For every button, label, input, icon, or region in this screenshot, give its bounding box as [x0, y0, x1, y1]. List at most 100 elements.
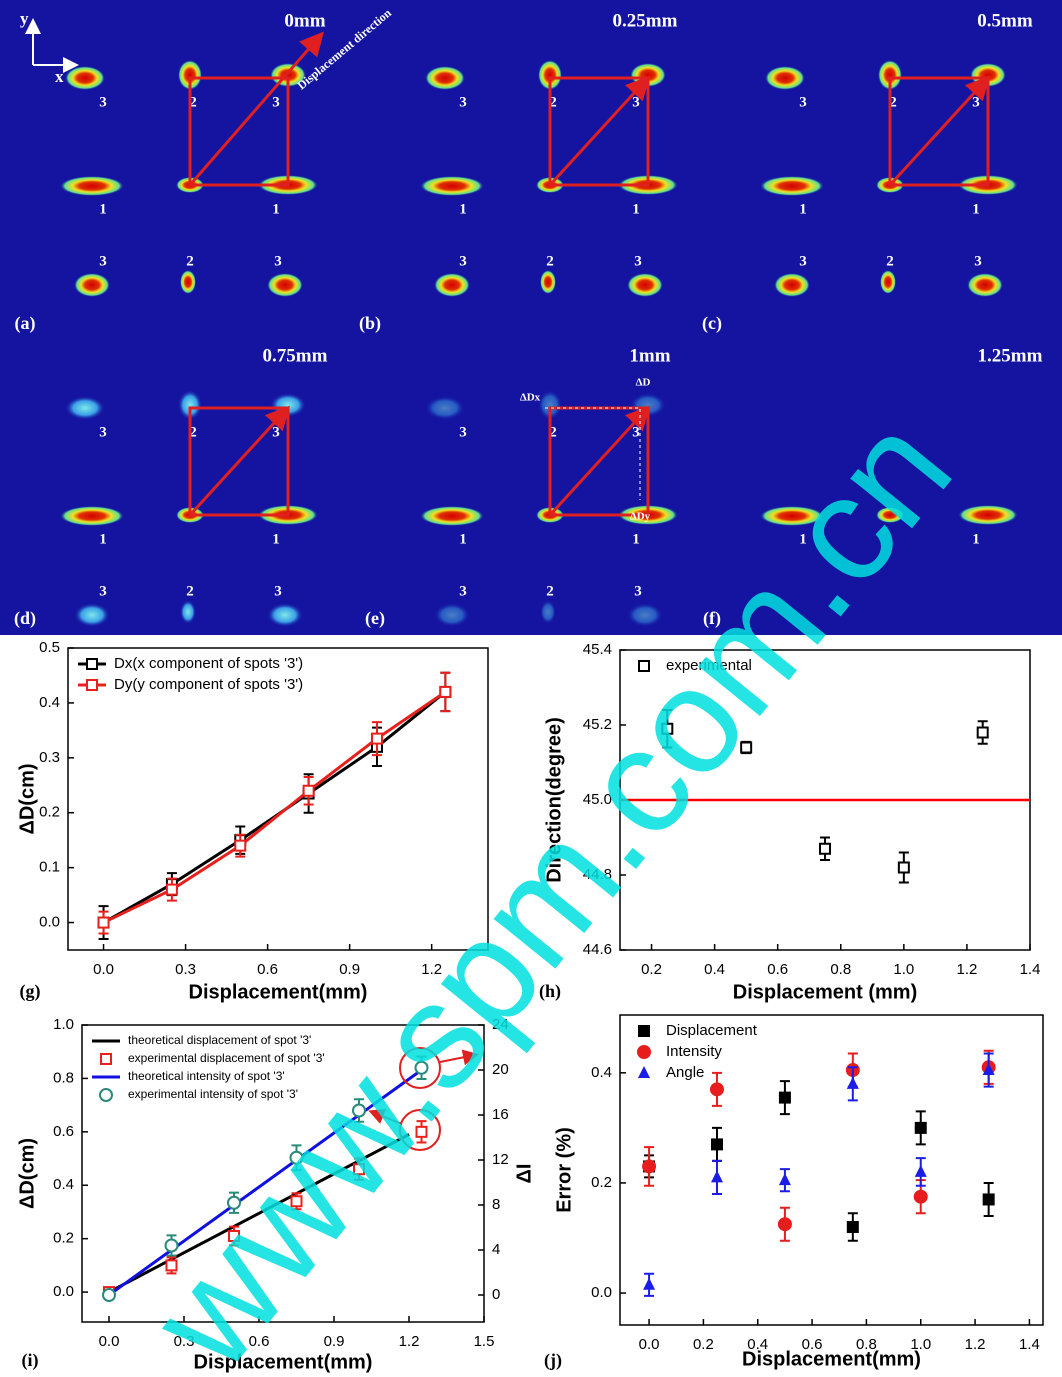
- y2-tick-label: 4: [492, 1241, 500, 1258]
- spot-label: 1: [632, 201, 640, 217]
- x-tick-label: 1.4: [1020, 961, 1041, 978]
- axis-label: x: [55, 67, 64, 86]
- panel-label: (a): [15, 313, 36, 334]
- y-axis-label: ΔD(cm): [16, 763, 38, 834]
- spot-label: 3: [459, 94, 467, 110]
- x-tick-label: 0.6: [257, 961, 278, 978]
- spot-label: 3: [799, 94, 807, 110]
- legend-label: theoretical displacement of spot '3': [128, 1033, 311, 1047]
- marker: [99, 918, 109, 928]
- spot-label: 1: [459, 201, 467, 217]
- marker: [304, 786, 314, 796]
- y-tick-label: 0.2: [53, 1230, 74, 1247]
- marker: [100, 1089, 112, 1101]
- plot-frame: [68, 648, 488, 950]
- marker: [101, 1054, 111, 1064]
- delta-label: ΔDx: [520, 392, 541, 404]
- x-tick-label: 1.4: [1019, 1336, 1040, 1353]
- light-spot: [425, 396, 465, 420]
- light-spot: [425, 66, 465, 90]
- panel-title: 1.25mm: [978, 345, 1043, 366]
- legend-label: theoretical intensity of spot '3': [128, 1069, 285, 1083]
- y-tick-label: 0.4: [39, 694, 60, 711]
- light-spot: [880, 270, 896, 294]
- marker: [712, 1139, 722, 1149]
- x-tick-label: 1.2: [956, 961, 977, 978]
- y2-tick-label: 0: [492, 1286, 500, 1303]
- light-spot: [180, 600, 196, 624]
- light-spot: [420, 176, 484, 196]
- light-spot: [540, 270, 556, 294]
- y-tick-label: 0.5: [39, 639, 60, 656]
- spot-label: 3: [459, 583, 467, 599]
- x-axis-label: Displacement(mm): [189, 981, 368, 1003]
- y-tick-label: 0.2: [591, 1174, 612, 1191]
- spot-label: 2: [546, 253, 554, 269]
- spot-label: 2: [886, 253, 894, 269]
- y-tick-label: 0.2: [39, 804, 60, 821]
- spot-label: 3: [274, 253, 282, 269]
- light-spot: [967, 273, 1003, 297]
- y-tick-label: 0.4: [591, 1064, 612, 1081]
- panel-label: (e): [365, 608, 385, 629]
- spot-label: 3: [99, 583, 107, 599]
- marker: [87, 680, 97, 690]
- spot-label: 1: [632, 531, 640, 547]
- panel-title: 0.25mm: [613, 10, 678, 31]
- y-tick-label: 1.0: [53, 1016, 74, 1033]
- marker: [638, 1066, 650, 1078]
- marker: [711, 1170, 723, 1182]
- light-spot: [774, 273, 810, 297]
- spot-label: 3: [634, 253, 642, 269]
- legend-label: Dy(y component of spots '3'): [114, 676, 303, 693]
- panel-title: 0mm: [284, 10, 325, 31]
- marker: [915, 1191, 927, 1203]
- x-tick-label: 1.5: [474, 1333, 495, 1350]
- legend-label: experimental intensity of spot '3': [128, 1087, 298, 1101]
- light-spot: [74, 603, 110, 627]
- legend-label: Dx(x component of spots '3'): [114, 655, 303, 672]
- spot-label: 3: [272, 424, 280, 440]
- spot-label: 3: [634, 583, 642, 599]
- light-spot: [540, 600, 556, 624]
- marker: [643, 1278, 655, 1290]
- light-spot: [627, 603, 663, 627]
- x-tick-label: 0.9: [339, 961, 360, 978]
- y-tick-label: 0.8: [53, 1069, 74, 1086]
- marker: [915, 1165, 927, 1177]
- panel-label: (d): [14, 608, 36, 629]
- x-tick-label: 1.2: [965, 1336, 986, 1353]
- panel-title: 0.5mm: [977, 10, 1033, 31]
- spot-label: 2: [186, 583, 194, 599]
- y-axis-label: ΔD(cm): [16, 1138, 38, 1209]
- panel-label: (j): [544, 1350, 562, 1371]
- panel-label: (c): [702, 313, 722, 334]
- y-tick-label: 45.4: [583, 641, 612, 658]
- legend-label: Intensity: [666, 1043, 722, 1060]
- panel-label: (i): [22, 1350, 39, 1371]
- spot-label: 2: [186, 253, 194, 269]
- light-spot: [760, 176, 824, 196]
- marker: [103, 1289, 115, 1301]
- spot-label: 3: [799, 253, 807, 269]
- spot-label: 3: [459, 424, 467, 440]
- x-tick-label: 0.8: [830, 961, 851, 978]
- y-tick-label: 0.3: [39, 749, 60, 766]
- marker: [978, 728, 988, 738]
- marker: [984, 1194, 994, 1204]
- light-spot: [267, 273, 303, 297]
- legend-label: experimental displacement of spot '3': [128, 1051, 325, 1065]
- x-axis-label: Displacement (mm): [733, 981, 918, 1003]
- spot-label: 3: [632, 424, 640, 440]
- light-spot: [65, 66, 105, 90]
- light-spot: [60, 176, 124, 196]
- spot-label: 1: [99, 531, 107, 547]
- marker: [899, 863, 909, 873]
- plot-frame: [620, 1015, 1043, 1325]
- spot-label: 3: [459, 253, 467, 269]
- x-tick-label: 0.3: [175, 961, 196, 978]
- spot-label: 3: [974, 253, 982, 269]
- y2-tick-label: 16: [492, 1106, 509, 1123]
- spot-label: 3: [99, 253, 107, 269]
- marker: [372, 734, 382, 744]
